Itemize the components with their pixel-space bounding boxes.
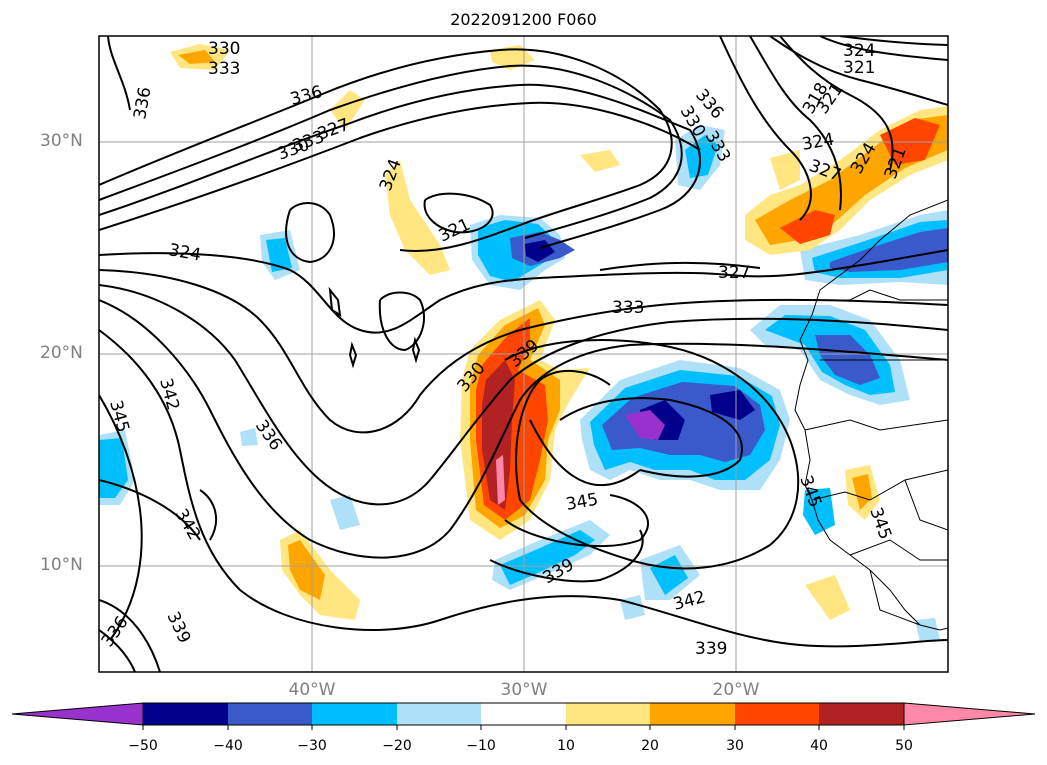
colorbar-tick-label: 50 bbox=[895, 738, 913, 754]
colorbar-swatch bbox=[312, 703, 397, 725]
contour-label: 336 bbox=[288, 82, 325, 110]
lat-label-20n: 20°N bbox=[40, 343, 83, 363]
colorbar-tick-label: 10 bbox=[557, 738, 575, 754]
colorbar-tick-label: 20 bbox=[641, 738, 659, 754]
coastline bbox=[794, 199, 948, 631]
contour-label: 345 bbox=[105, 398, 133, 435]
colorbar-tick-label: −20 bbox=[382, 738, 412, 754]
colorbar-tick-label: −50 bbox=[128, 738, 158, 754]
contour-label: 321 bbox=[436, 215, 474, 247]
contour-label: 342 bbox=[155, 376, 183, 413]
lat-label-10n: 10°N bbox=[40, 555, 83, 575]
colorbar-swatch bbox=[481, 703, 566, 725]
plot-title: 2022091200 F060 bbox=[450, 10, 597, 29]
colorbar-tick-label: 40 bbox=[810, 738, 828, 754]
shading-layer bbox=[99, 44, 948, 642]
contour-label: 345 bbox=[865, 505, 895, 542]
colorbar bbox=[11, 702, 1036, 730]
colorbar-tick-label: 30 bbox=[726, 738, 744, 754]
colorbar-swatch bbox=[819, 703, 904, 725]
colorbar-swatch bbox=[143, 703, 228, 725]
colorbar-swatch bbox=[566, 703, 650, 725]
lat-label-30n: 30°N bbox=[40, 131, 83, 151]
contour-label: 336 bbox=[130, 85, 155, 120]
colorbar-extend-high bbox=[903, 702, 1036, 726]
colorbar-swatch bbox=[735, 703, 819, 725]
lon-label-40w: 40°W bbox=[288, 680, 336, 700]
contour-label: 321 bbox=[843, 58, 875, 78]
colorbar-swatch bbox=[397, 703, 481, 725]
contour-label: 339 bbox=[162, 609, 194, 647]
contour-lines bbox=[99, 36, 948, 672]
colorbar-extend-low bbox=[11, 702, 144, 726]
contour-label: 327 bbox=[718, 263, 750, 283]
contour-label: 324 bbox=[167, 240, 202, 265]
colorbar-tick-label: −30 bbox=[297, 738, 327, 754]
contour-label: 327 bbox=[315, 115, 352, 145]
contour-label: 333 bbox=[612, 298, 644, 318]
contour-label: 345 bbox=[795, 473, 825, 510]
contour-label: 330 bbox=[208, 39, 240, 59]
colorbar-tick-label: −10 bbox=[466, 738, 496, 754]
graticule bbox=[99, 36, 948, 672]
contour-label: 339 bbox=[695, 639, 727, 659]
colorbar-swatch bbox=[650, 703, 735, 725]
contour-label: 336 bbox=[98, 613, 133, 651]
lon-label-20w: 20°W bbox=[712, 680, 760, 700]
colorbar-swatch bbox=[228, 703, 312, 725]
contour-label: 324 bbox=[843, 41, 875, 61]
lon-label-30w: 30°W bbox=[500, 680, 548, 700]
map-frame bbox=[98, 35, 949, 673]
contour-label: 333 bbox=[208, 59, 240, 79]
colorbar-tick-label: −40 bbox=[213, 738, 243, 754]
contour-label: 324 bbox=[800, 130, 835, 155]
contour-label: 345 bbox=[564, 490, 599, 515]
